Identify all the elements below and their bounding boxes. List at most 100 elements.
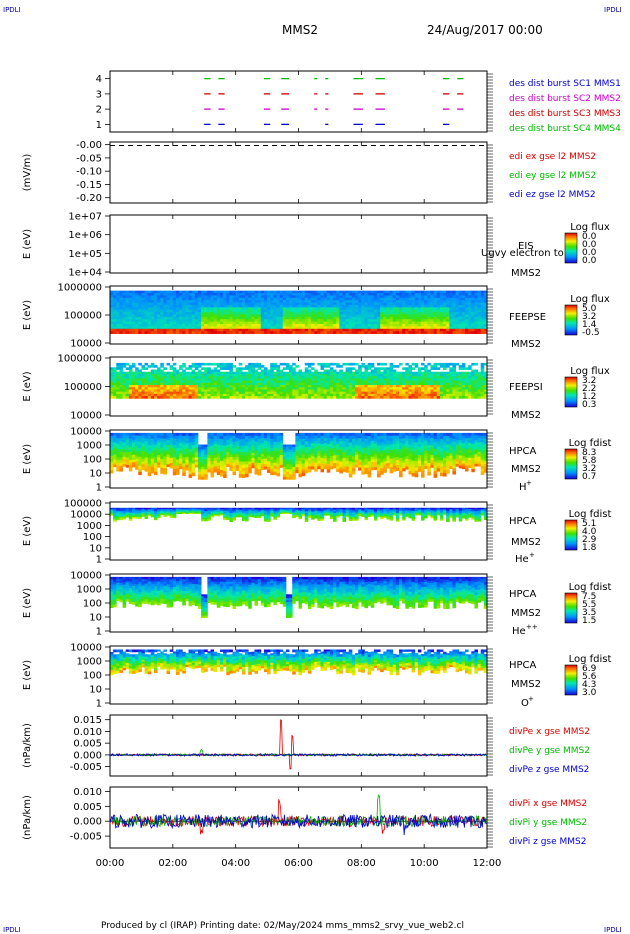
spectrogram-cell — [213, 300, 218, 303]
spectrogram-cell — [216, 389, 221, 393]
spectrogram-cell — [169, 312, 174, 315]
spectrogram-cell — [399, 385, 403, 388]
spectrogram-cell — [364, 378, 369, 381]
spectrogram-cell — [455, 304, 460, 308]
spectrogram-cell — [348, 324, 353, 327]
spectrogram-cell — [326, 328, 331, 332]
spectrogram-cell — [311, 316, 315, 320]
spectrogram-cell — [289, 466, 293, 470]
spectrogram-cell — [232, 312, 237, 315]
spectrogram-cell — [235, 382, 240, 386]
spectrogram-cell — [452, 324, 456, 327]
spectrogram-cell — [289, 319, 293, 323]
spectrogram-cell — [210, 326, 215, 330]
spectrogram-cell — [116, 307, 120, 311]
spectrogram-cell — [417, 369, 422, 373]
spectrogram-cell — [317, 328, 321, 332]
spectrogram-cell — [144, 468, 149, 472]
spectrogram-cell — [260, 371, 265, 375]
spectrogram-cell — [449, 328, 453, 332]
spectrogram-cell — [166, 447, 171, 451]
spectrogram-cell — [314, 302, 318, 306]
spectrogram-cell — [295, 365, 299, 368]
spectrogram-cell — [367, 385, 372, 388]
spectrogram-cell — [116, 465, 120, 469]
spectrogram-cell — [295, 378, 299, 381]
spectrogram-cell — [113, 391, 117, 395]
spectrogram-cell — [188, 307, 193, 311]
spectrogram-cell — [289, 454, 293, 458]
spectrogram-cell — [238, 321, 243, 325]
spectrogram-cell — [461, 302, 466, 306]
spectrogram-cell — [317, 396, 321, 399]
spectrogram-cell — [188, 297, 193, 301]
spectrogram-cell — [483, 396, 488, 399]
spectrogram-cell — [179, 393, 183, 397]
spectrogram-cell — [191, 445, 196, 449]
spectrogram-cell — [110, 293, 114, 296]
spectrogram-cell — [207, 382, 211, 386]
spectrogram-cell — [185, 371, 189, 375]
spectrogram-cell — [351, 326, 356, 330]
spectrogram-cell — [260, 432, 265, 436]
y-tick-label: -0.00 — [76, 140, 102, 151]
spectrogram-cell — [433, 391, 438, 395]
spectrogram-cell — [273, 371, 277, 375]
spectrogram-cell — [150, 380, 155, 384]
spectrogram-cell — [116, 396, 120, 399]
spectrogram-cell — [386, 316, 391, 320]
spectrogram-cell — [254, 309, 259, 313]
legend-entry: edi ex gse l2 MMS2 — [509, 152, 596, 162]
spectrogram-cell — [480, 312, 485, 315]
spectrogram-cell — [289, 365, 293, 368]
spectrogram-cell — [254, 444, 259, 449]
spectrogram-cell — [304, 295, 309, 299]
spectrogram-cell — [395, 371, 400, 375]
spectrogram-cell — [122, 300, 127, 303]
spectrogram-cell — [185, 328, 189, 332]
spectrogram-cell — [273, 465, 277, 470]
spectrogram-cell — [204, 469, 208, 473]
spectrogram-cell — [232, 444, 237, 449]
spectrogram-cell — [386, 297, 391, 301]
spectrogram-cell — [449, 309, 453, 313]
spectrogram-cell — [113, 367, 117, 370]
spectrogram-cell — [443, 295, 447, 299]
spectrogram-cell — [110, 461, 114, 465]
spectrogram-cell — [364, 297, 369, 301]
spectrogram-cell — [185, 440, 189, 444]
spectrogram-cell — [307, 290, 312, 294]
spectrogram-cell — [395, 376, 400, 379]
spectrogram-cell — [207, 444, 211, 448]
spectrogram-cell — [194, 389, 199, 393]
spectrogram-cell — [207, 432, 211, 437]
spectrogram-cell — [436, 297, 441, 301]
spectrogram-cell — [248, 319, 252, 323]
spectrogram-cell — [421, 367, 425, 370]
spectrogram-cell — [191, 393, 196, 397]
spectrogram-cell — [131, 457, 136, 461]
spectrogram-cell — [163, 438, 167, 443]
spectrogram-cell — [201, 324, 205, 327]
spectrogram-cell — [267, 464, 271, 468]
spectrogram-cell — [358, 302, 362, 306]
spectrogram-cell — [125, 300, 130, 303]
spectrogram-cell — [116, 376, 120, 379]
spectrogram-cell — [351, 396, 356, 399]
spectrogram-cell — [483, 385, 488, 388]
spectrogram-cell — [157, 464, 161, 468]
spectrogram-cell — [223, 382, 227, 386]
spectrogram-cell — [342, 385, 347, 388]
spectrogram-cell — [157, 293, 161, 296]
spectrogram-cell — [417, 293, 422, 296]
spectrogram-cell — [301, 302, 306, 306]
spectrogram-cell — [135, 448, 139, 452]
spectrogram-cell — [235, 376, 240, 379]
spectrogram-cell — [175, 378, 180, 381]
spectrogram-cell — [263, 456, 268, 460]
spectrogram-cell — [383, 391, 387, 395]
spectrogram-cell — [191, 448, 196, 452]
spectrogram-cell — [285, 389, 290, 393]
spectrogram-cell — [182, 373, 186, 377]
spectrogram-cell — [414, 382, 419, 386]
